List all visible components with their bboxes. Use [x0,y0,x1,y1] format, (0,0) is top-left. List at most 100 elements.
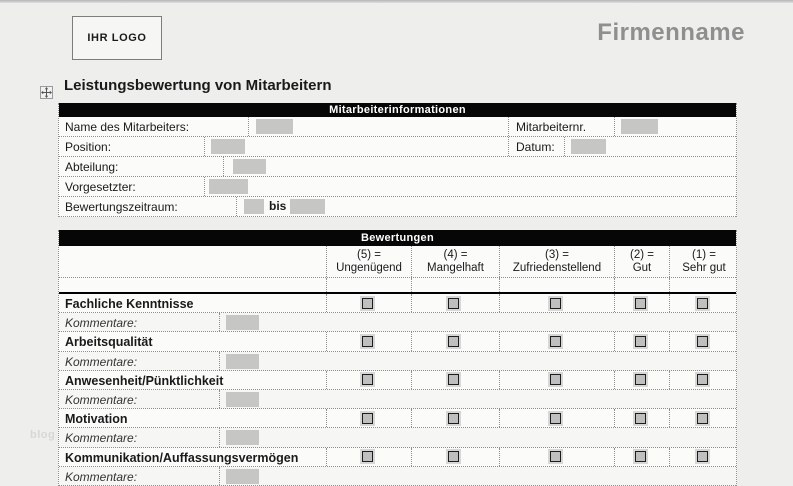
table-move-handle[interactable] [40,86,53,99]
period-end-input-box[interactable] [290,199,325,214]
rating-checkbox[interactable] [361,335,373,347]
rating-checkbox[interactable] [634,297,646,309]
divider [669,409,670,428]
divider [499,447,500,466]
rating-checkbox[interactable] [634,335,646,347]
divider [326,294,327,313]
scale-name: Gut [632,261,652,274]
comment-input-box[interactable] [226,391,259,407]
rating-checkbox[interactable] [448,297,459,309]
rating-checkbox[interactable] [448,451,459,462]
rating-checkbox[interactable] [448,374,459,386]
supervisor-label: Vorgesetzter: [65,180,136,194]
spacer-cell [614,278,669,292]
divider [614,294,615,313]
scale-name: Ungenügend [336,261,402,274]
position-input-box[interactable] [211,139,245,154]
comment-row: Kommentare: [59,313,736,333]
window-top-edge [0,0,793,3]
rating-checkbox[interactable] [361,297,373,309]
rating-checkbox[interactable] [696,374,708,386]
scale-value: (4) = [443,248,468,261]
spacer-cell [59,278,326,292]
comment-row: Kommentare: [59,389,736,410]
spacer-cell [326,278,411,292]
rating-checkbox[interactable] [361,374,373,386]
rating-checkbox[interactable] [696,335,708,347]
rating-checkbox[interactable] [549,335,561,347]
period-separator: bis [269,199,287,213]
date-input-box[interactable] [571,139,606,154]
rating-checkbox[interactable] [361,412,373,424]
rating-checkbox[interactable] [448,335,459,347]
criterion-label: Anwesenheit/Pünktlichkeit [65,373,224,388]
spacer-cell [499,278,614,292]
comment-input-box[interactable] [226,315,259,331]
divider [499,370,500,389]
supervisor-input-box[interactable] [209,179,248,194]
scale-value: (1) = [692,248,716,261]
divider [669,294,670,313]
page-title: Leistungsbewertung von Mitarbeitern [64,77,332,94]
period-start-input-box[interactable] [244,199,264,214]
comment-label: Kommentare: [65,469,138,484]
employee-no-label: Mitarbeiternr. [516,120,587,134]
criterion-row: Anwesenheit/Pünktlichkeit [59,370,736,390]
employee-no-input-box[interactable] [621,119,658,134]
criteria-rows: Fachliche Kenntnisse Kommentare: Arbeitsqu… [59,294,736,486]
scale-name: Mangelhaft [427,261,484,274]
comment-row: Kommentare: [59,428,736,448]
divider [204,137,205,156]
rating-checkbox[interactable] [549,297,561,309]
scale-label-spacer [59,246,326,277]
rating-checkbox[interactable] [634,412,646,424]
comment-label: Kommentare: [65,316,138,331]
rating-checkbox[interactable] [634,374,646,386]
criterion-row: Kommunikation/Auffassungsvermögen [59,447,736,467]
comment-input-box[interactable] [226,353,259,369]
logo-text: IHR LOGO [87,32,147,44]
divider [326,370,327,389]
period-label: Bewertungszeitraum: [65,200,178,214]
divider [223,157,224,176]
rating-checkbox[interactable] [361,451,373,462]
rating-checkbox[interactable] [448,412,459,424]
ratings-table: Bewertungen (5) = Ungenügend (4) = Mangelha… [58,230,737,486]
row-position: Position: Datum: [59,137,736,157]
divider [326,332,327,351]
rating-checkbox[interactable] [696,297,708,309]
rating-checkbox[interactable] [549,451,561,462]
divider [499,332,500,351]
divider [614,447,615,466]
move-icon [41,87,52,98]
scale-value: (2) = [630,248,654,261]
comment-input-box[interactable] [226,430,259,446]
divider [411,294,412,313]
rating-checkbox[interactable] [634,451,646,462]
divider [411,409,412,428]
rating-checkbox[interactable] [549,374,561,386]
rating-checkbox[interactable] [696,451,708,462]
divider [326,409,327,428]
logo-placeholder: IHR LOGO [72,16,162,60]
spacer-cell [669,278,738,292]
comment-label: Kommentare: [65,354,138,369]
divider [499,294,500,313]
criterion-label: Motivation [65,412,128,427]
criterion-row: Fachliche Kenntnisse [59,294,736,314]
divider [411,447,412,466]
employee-info-table: Mitarbeiterinformationen Name des Mitarb… [58,103,737,217]
criterion-label: Fachliche Kenntnisse [65,297,194,311]
rating-checkbox[interactable] [696,412,708,424]
rating-checkbox[interactable] [549,412,561,424]
scale-value: (5) = [357,248,381,261]
department-input-box[interactable] [233,159,266,174]
row-department: Abteilung: [59,157,736,177]
name-input-box[interactable] [256,119,293,134]
name-label: Name des Mitarbeiters: [65,120,190,134]
divider [508,117,509,136]
criterion-row: Motivation [59,409,736,429]
row-employee-name: Name des Mitarbeiters: Mitarbeiternr. [59,117,736,137]
comment-input-box[interactable] [226,468,259,484]
